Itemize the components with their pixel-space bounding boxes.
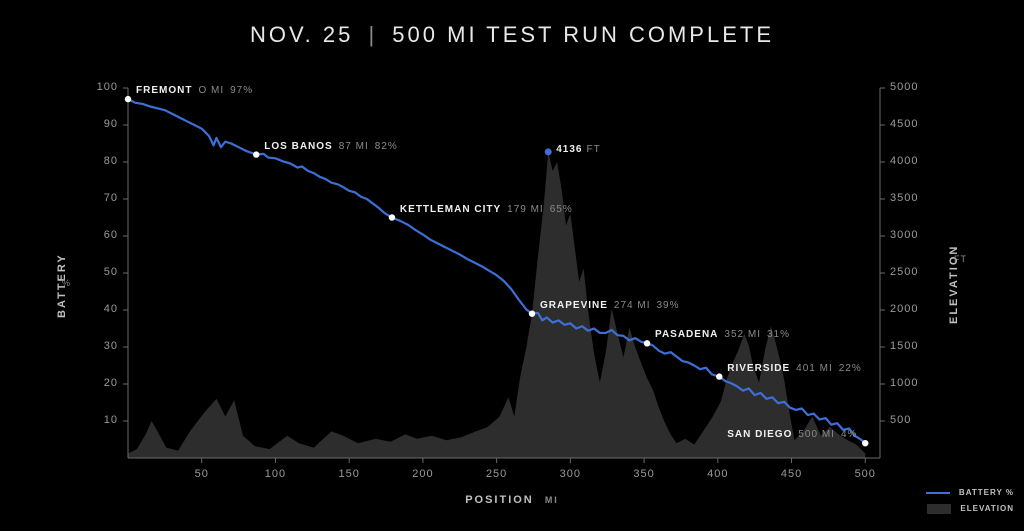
y-left-tick: 70 (104, 192, 118, 204)
y-left-tick: 90 (104, 118, 118, 130)
x-tick: 350 (629, 468, 659, 480)
y-left-tick: 60 (104, 229, 118, 241)
waypoint-pct: 97% (230, 85, 253, 96)
x-tick: 500 (850, 468, 880, 480)
y-right-tick: 4500 (890, 118, 918, 130)
y-right-tick: 1500 (890, 340, 918, 352)
x-tick: 100 (260, 468, 290, 480)
waypoint-name: FREMONT (136, 85, 192, 96)
waypoint-mi: 401 MI (796, 363, 833, 374)
waypoint-pct: 65% (550, 204, 573, 215)
peak-unit: FT (586, 144, 600, 155)
waypoint-label: GRAPEVINE 274 MI 39% (540, 300, 680, 311)
x-axis-label: POSITION MI (0, 494, 1024, 506)
waypoint-label: FREMONT O MI 97% (136, 85, 253, 96)
x-tick: 250 (482, 468, 512, 480)
y-left-tick: 100 (97, 81, 118, 93)
y-right-tick: 4000 (890, 155, 918, 167)
legend-elevation: ELEVATION (927, 504, 1014, 514)
waypoint-name: PASADENA (655, 329, 718, 340)
waypoint-label: PASADENA 352 MI 31% (655, 329, 790, 340)
waypoint-pct: 22% (839, 363, 862, 374)
waypoint-mi: 500 MI (798, 429, 835, 440)
peak-elevation-label: 4136 FT (556, 144, 600, 155)
legend-battery: BATTERY % (926, 488, 1014, 497)
y-right-tick: 3000 (890, 229, 918, 241)
waypoint-name: SAN DIEGO (727, 429, 792, 440)
y-left-tick: 50 (104, 266, 118, 278)
y-left-tick: 10 (104, 414, 118, 426)
y-left-tick: 40 (104, 303, 118, 315)
y-axis-right-unit: FT (954, 254, 967, 264)
waypoint-label: SAN DIEGO 500 MI 4% (727, 429, 857, 440)
elevation-area (128, 152, 865, 458)
y-right-tick: 1000 (890, 377, 918, 389)
y-left-tick: 30 (104, 340, 118, 352)
waypoint-label: LOS BANOS 87 MI 82% (264, 141, 397, 152)
x-tick: 150 (334, 468, 364, 480)
y-right-tick: 500 (890, 414, 911, 426)
battery-elevation-chart (0, 0, 1024, 531)
y-axis-left-unit: % (62, 278, 71, 288)
waypoint-pct: 31% (767, 329, 790, 340)
waypoint-mi: 352 MI (724, 329, 761, 340)
x-tick: 50 (187, 468, 217, 480)
waypoint-name: GRAPEVINE (540, 300, 608, 311)
waypoint-name: RIVERSIDE (727, 363, 790, 374)
peak-value: 4136 (556, 144, 582, 155)
x-tick: 450 (777, 468, 807, 480)
x-tick: 200 (408, 468, 438, 480)
waypoint-mi: 87 MI (339, 141, 369, 152)
legend-swatch-line (926, 492, 950, 494)
y-right-tick: 2500 (890, 266, 918, 278)
waypoint-mi: O MI (198, 85, 224, 96)
waypoint-name: LOS BANOS (264, 141, 332, 152)
x-tick: 400 (703, 468, 733, 480)
waypoint-label: KETTLEMAN CITY 179 MI 65% (400, 204, 573, 215)
y-right-tick: 3500 (890, 192, 918, 204)
y-left-tick: 80 (104, 155, 118, 167)
x-tick: 300 (555, 468, 585, 480)
legend-swatch-area (927, 504, 951, 514)
waypoint-mi: 179 MI (507, 204, 544, 215)
waypoint-pct: 39% (657, 300, 680, 311)
waypoint-pct: 4% (841, 429, 857, 440)
y-right-tick: 5000 (890, 81, 918, 93)
peak-marker (545, 148, 552, 155)
y-left-tick: 20 (104, 377, 118, 389)
waypoint-mi: 274 MI (614, 300, 651, 311)
waypoint-pct: 82% (375, 141, 398, 152)
y-right-tick: 2000 (890, 303, 918, 315)
waypoint-name: KETTLEMAN CITY (400, 204, 501, 215)
waypoint-label: RIVERSIDE 401 MI 22% (727, 363, 862, 374)
